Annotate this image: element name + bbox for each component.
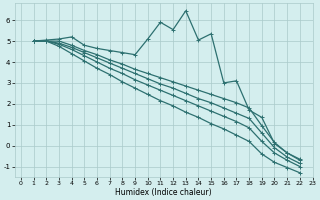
X-axis label: Humidex (Indice chaleur): Humidex (Indice chaleur) [115,188,212,197]
